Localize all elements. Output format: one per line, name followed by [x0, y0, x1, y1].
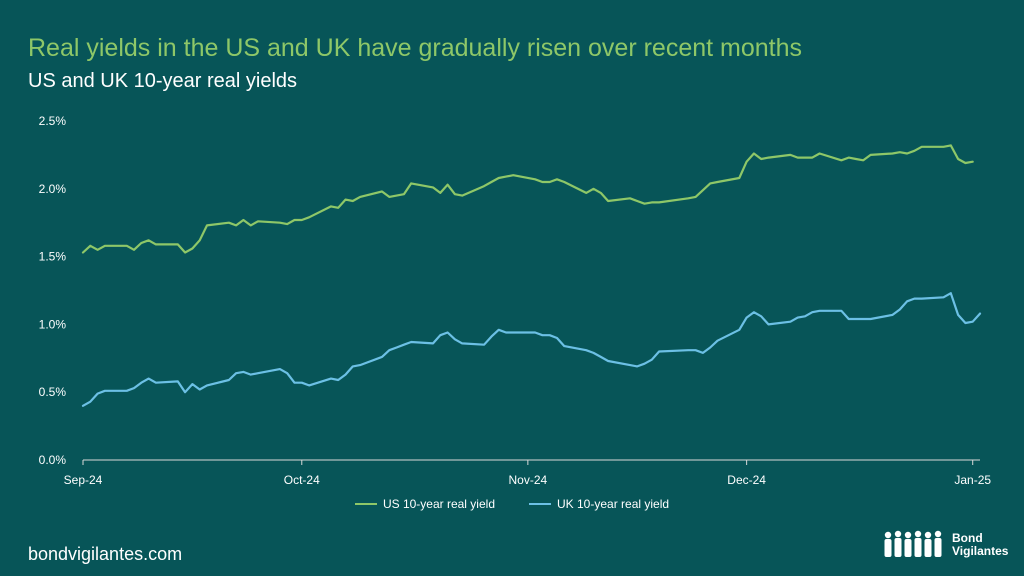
legend-label-uk: UK 10-year real yield [557, 497, 670, 511]
series-line-us [81, 144, 974, 254]
y-tick-label: 2.0% [39, 182, 67, 196]
x-tick-label: Nov-24 [509, 473, 548, 487]
chart-title: Real yields in the US and UK have gradua… [28, 34, 803, 62]
legend-swatch-us [354, 503, 377, 505]
y-tick-label: 1.5% [39, 250, 67, 264]
y-tick-label: 0.0% [39, 453, 67, 467]
legend-item-uk: UK 10-year real yield [529, 497, 669, 511]
y-tick-label: 1.0% [39, 317, 67, 331]
bond-vigilantes-logo: Bond Vigilantes [882, 530, 1008, 560]
people-group-icon [884, 530, 942, 557]
legend-swatch-uk [529, 503, 551, 505]
legend-item-us: US 10-year real yield [354, 497, 495, 511]
x-tick-label: Sep-24 [64, 473, 103, 487]
logo-line-2: Vigilantes [952, 544, 1009, 558]
series-group [81, 144, 982, 407]
y-tick-label: 2.5% [39, 114, 67, 128]
y-tick-label: 0.5% [39, 385, 67, 399]
series-line-uk [81, 292, 982, 407]
logo-text: Bond Vigilantes [952, 532, 1008, 558]
logo-line-1: Bond [952, 531, 983, 545]
x-axis: Sep-24 Oct-24 Nov-24 Dec-24 Jan-25 [64, 459, 991, 487]
chart-subtitle: US and UK 10-year real yields [28, 70, 298, 92]
footer-site-url: bondvigilantes.com [28, 544, 183, 564]
x-tick-label: Dec-24 [727, 473, 766, 487]
x-tick-label: Oct-24 [284, 473, 320, 487]
y-axis: 0.0% 0.5% 1.0% 1.5% 2.0% 2.5% [39, 114, 67, 467]
x-tick-label: Jan-25 [954, 473, 991, 487]
chart-legend: US 10-year real yield UK 10-year real yi… [0, 497, 1024, 511]
legend-label-us: US 10-year real yield [382, 497, 495, 511]
